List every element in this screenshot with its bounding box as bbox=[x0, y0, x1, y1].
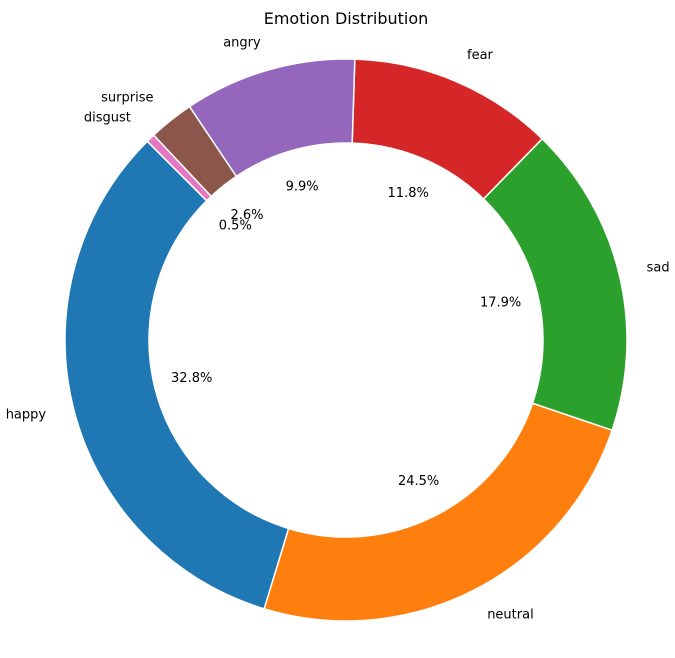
slice-label-angry: angry bbox=[223, 35, 261, 50]
slice-label-surprise: surprise bbox=[101, 91, 153, 106]
percent-label-surprise: 2.6% bbox=[230, 208, 263, 223]
percent-label-neutral: 24.5% bbox=[398, 474, 439, 489]
slice-sad bbox=[482, 137, 628, 432]
donut-slices bbox=[64, 58, 628, 622]
slice-label-disgust: disgust bbox=[84, 111, 131, 126]
percent-label-sad: 17.9% bbox=[480, 295, 521, 310]
slice-disgust bbox=[146, 134, 213, 202]
slice-label-fear: fear bbox=[467, 48, 494, 63]
slice-label-neutral: neutral bbox=[487, 608, 534, 623]
chart-title: Emotion Distribution bbox=[264, 9, 429, 28]
slice-label-happy: happy bbox=[6, 408, 47, 423]
percent-label-angry: 9.9% bbox=[286, 180, 319, 195]
slice-labels: happy neutral sad fear angry surprise disgust bbox=[6, 35, 670, 622]
slice-label-sad: sad bbox=[647, 260, 670, 275]
slice-neutral bbox=[263, 402, 614, 622]
percent-label-fear: 11.8% bbox=[388, 186, 429, 201]
slice-happy bbox=[64, 140, 290, 610]
percent-labels: 32.8% 24.5% 17.9% 11.8% 9.9% 2.6%0.5% bbox=[171, 180, 521, 489]
percent-label-disgust: 0.5% bbox=[219, 218, 252, 233]
percent-label-happy: 32.8% bbox=[171, 371, 212, 386]
